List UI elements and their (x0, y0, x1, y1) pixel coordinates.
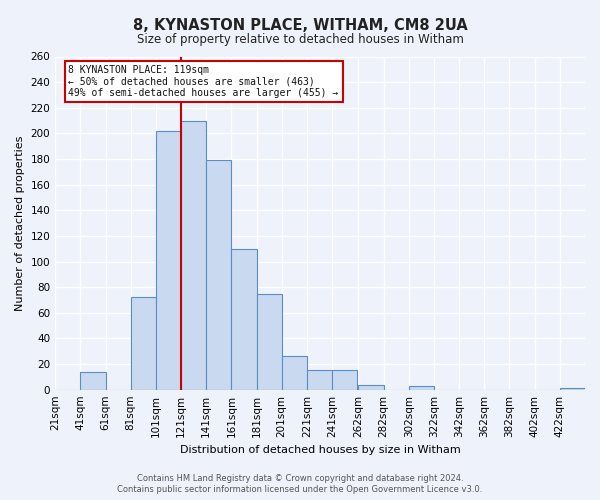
X-axis label: Distribution of detached houses by size in Witham: Distribution of detached houses by size … (180, 445, 460, 455)
Y-axis label: Number of detached properties: Number of detached properties (15, 136, 25, 311)
Bar (181, 120, 206, 390)
Text: Size of property relative to detached houses in Witham: Size of property relative to detached ho… (137, 32, 463, 46)
Bar (281, 356, 307, 390)
Bar (131, 298, 156, 390)
Text: 8 KYNASTON PLACE: 119sqm
← 50% of detached houses are smaller (463)
49% of semi-: 8 KYNASTON PLACE: 119sqm ← 50% of detach… (68, 65, 338, 98)
Bar (80, 372, 106, 390)
Bar (307, 370, 332, 390)
Bar (206, 160, 232, 390)
Bar (156, 131, 181, 390)
Bar (358, 384, 383, 390)
Bar (257, 294, 281, 390)
Bar (409, 386, 434, 390)
Bar (232, 248, 257, 390)
Text: 8, KYNASTON PLACE, WITHAM, CM8 2UA: 8, KYNASTON PLACE, WITHAM, CM8 2UA (133, 18, 467, 32)
Bar (332, 370, 357, 390)
Bar (560, 388, 585, 390)
Text: Contains HM Land Registry data © Crown copyright and database right 2024.
Contai: Contains HM Land Registry data © Crown c… (118, 474, 482, 494)
